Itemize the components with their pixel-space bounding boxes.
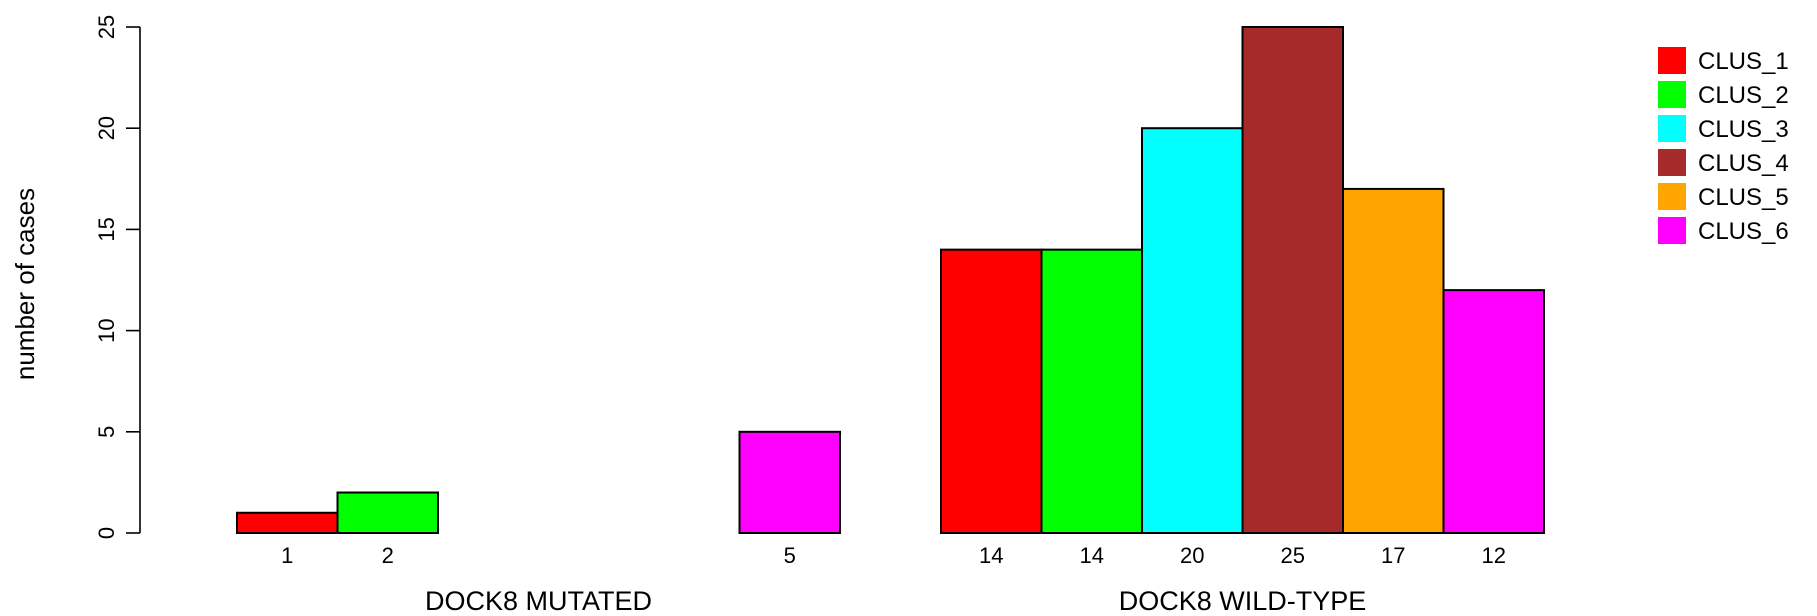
y-axis: 0 5 10 15 20 25 [94,15,141,539]
bar-value-label: 25 [1281,543,1305,568]
bars [236,26,1545,535]
legend-swatch [1658,115,1686,142]
bar-value-label: 14 [979,543,1003,568]
y-tick-label: 20 [94,116,119,140]
legend-entry-label: CLUS_5 [1698,184,1789,211]
legend-swatch [1658,183,1686,210]
bar-clus-6-group-1 [738,430,841,534]
legend-entry-label: CLUS_6 [1698,218,1789,245]
legend-swatch [1658,47,1686,74]
group-label: DOCK8 MUTATED [425,586,652,616]
bar-labels: 1 2 5 14 14 20 25 17 12 [281,543,1506,568]
bar-clus-3-group-2 [1141,127,1244,534]
bar-clus-4-group-2 [1241,26,1344,534]
bar-value-label: 14 [1080,543,1104,568]
y-tick-label: 25 [94,15,119,39]
y-tick-label: 0 [94,527,119,539]
legend: CLUS_1 CLUS_2 CLUS_3 CLUS_4 CLUS_5 CLUS_6 [1658,47,1789,245]
bar-value-label: 20 [1180,543,1204,568]
y-tick-label: 10 [94,318,119,342]
bar-value-label: 2 [382,543,394,568]
group-label: DOCK8 WILD-TYPE [1119,586,1367,616]
bar-clus-6-group-2 [1442,289,1545,534]
legend-entry-label: CLUS_4 [1698,150,1789,177]
bar-value-label: 5 [784,543,796,568]
y-tick-label: 15 [94,217,119,241]
legend-entry-label: CLUS_2 [1698,82,1789,109]
bar-value-label: 12 [1482,543,1506,568]
bar-value-label: 1 [281,543,293,568]
bar-clus-5-group-2 [1342,187,1445,534]
bar-clus-1-group-1 [236,511,339,535]
group-labels: DOCK8 MUTATED DOCK8 WILD-TYPE [425,586,1366,616]
legend-entry-label: CLUS_1 [1698,48,1789,75]
bar-value-label: 17 [1381,543,1405,568]
legend-swatch [1658,149,1686,176]
bar-clus-1-group-2 [940,248,1043,534]
legend-swatch [1658,217,1686,244]
legend-entry-label: CLUS_3 [1698,116,1789,143]
y-axis-label: number of cases [10,188,40,380]
legend-swatch [1658,81,1686,108]
bar-clus-2-group-2 [1040,248,1143,534]
y-tick-label: 5 [94,426,119,438]
bar-clus-2-group-1 [336,491,439,534]
